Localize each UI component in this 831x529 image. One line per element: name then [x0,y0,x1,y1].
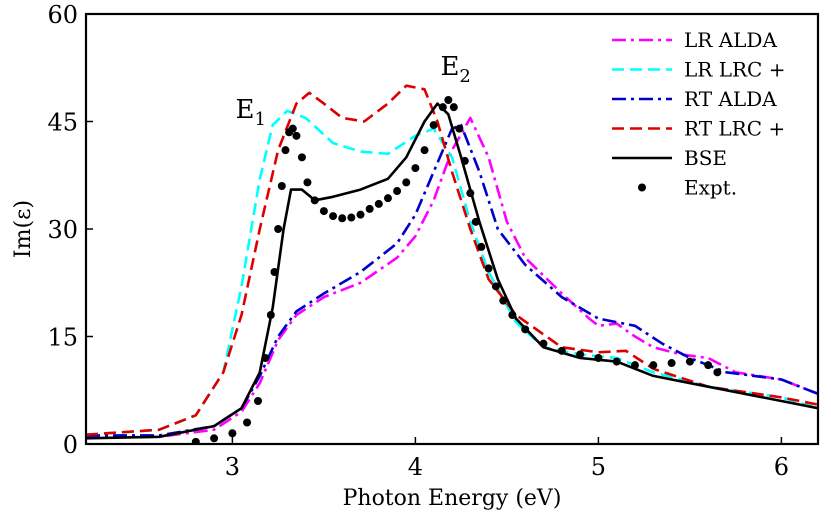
legend-swatch [638,183,646,192]
data-point-expt [477,242,486,251]
data-point-expt [281,146,290,155]
data-point-expt [191,437,200,444]
data-point-expt [270,268,279,276]
data-point-expt [521,325,530,334]
data-point-expt [539,339,548,348]
legend-label: RT LRC + [684,117,785,141]
data-point-expt [266,311,275,319]
legend-item-rt-alda: RT ALDA [612,87,777,111]
series-line-lr-alda [86,116,818,439]
data-point-expt [261,354,270,362]
data-point-expt [228,429,237,438]
data-point-expt [303,178,312,187]
legend-item-lr-lrc: LR LRC + [612,58,785,82]
data-point-expt [649,361,658,370]
data-point-expt [274,225,283,233]
data-point-expt [374,199,383,208]
data-point-expt [402,178,411,187]
data-point-expt [444,96,453,104]
x-tick-label: 3 [225,453,240,481]
annotations: E1 E2 [235,52,470,130]
data-point-expt [288,124,297,133]
data-point-expt [411,164,420,173]
plot-lines [86,84,818,444]
data-point-expt [319,207,328,216]
data-point-expt [429,121,438,130]
data-point-expt [347,213,356,222]
data-point-expt [471,217,480,226]
data-point-expt [277,182,286,190]
data-point-expt [338,214,347,223]
data-point-expt [420,146,429,155]
legend-label: BSE [684,146,727,170]
peak-annotation-e2: E2 [440,52,470,87]
data-point-expt [210,434,219,443]
legend-item-lr-alda: LR ALDA [612,28,777,52]
data-point-expt [685,357,694,366]
x-tick-label: 6 [774,453,789,481]
data-point-expt [466,189,475,198]
data-point-expt [292,131,301,140]
data-point-expt [460,156,469,165]
data-point-expt [243,418,252,427]
legend-label: Expt. [684,176,737,200]
y-tick-label: 60 [47,1,78,29]
data-point-expt [612,357,621,366]
y-tick-label: 15 [47,324,78,352]
y-tick-label: 45 [47,109,78,137]
data-point-expt [631,361,639,370]
series-expt [191,96,722,444]
legend-label: LR LRC + [684,58,785,82]
legend: LR ALDA LR LRC + RT ALDA RT LRC + BSE Expt. [612,28,785,200]
legend-item-bse: BSE [612,146,727,170]
data-point-expt [438,103,447,112]
data-point-expt [667,359,676,368]
data-point-expt [576,350,585,359]
data-point-expt [484,264,493,273]
series-line-rt-alda [86,123,818,437]
data-point-expt [704,361,713,370]
legend-item-rt-lrc: RT LRC + [612,117,785,141]
data-point-expt [254,397,263,405]
data-point-expt [594,354,603,362]
x-axis-label: Photon Energy (eV) [343,486,562,511]
data-point-expt [383,194,392,203]
legend-label: RT ALDA [684,87,777,111]
legend-item-expt: Expt. [638,176,737,200]
data-point-expt [365,204,374,213]
data-point-expt [393,187,402,196]
y-tick-label: 0 [63,431,78,459]
data-point-expt [499,296,508,305]
data-point-expt [508,311,517,319]
x-tick-label: 5 [591,453,606,481]
series-line-rt-lrc [86,84,818,436]
y-tick-label: 30 [47,216,78,244]
data-point-expt [449,103,458,112]
data-point-expt [491,282,500,291]
data-point-expt [356,210,365,219]
data-point-expt [713,368,722,377]
y-axis-label: Im(ε) [11,200,36,258]
data-point-expt [310,196,319,205]
x-tick-label: 4 [408,453,423,481]
data-point-expt [455,124,464,133]
data-point-expt [297,153,306,162]
legend-label: LR ALDA [684,28,777,52]
data-point-expt [329,212,338,221]
peak-annotation-e1: E1 [235,95,265,130]
data-point-expt [557,346,566,355]
